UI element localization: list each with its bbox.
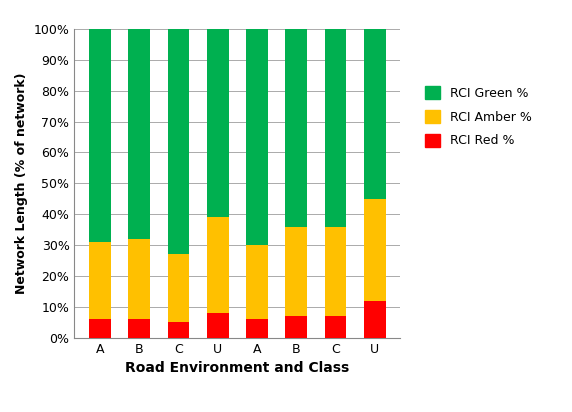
Bar <box>168 29 189 255</box>
Bar <box>285 316 307 338</box>
Bar <box>364 29 386 199</box>
Bar <box>285 29 307 227</box>
Bar <box>246 29 268 245</box>
Legend: RCI Green %, RCI Amber %, RCI Red %: RCI Green %, RCI Amber %, RCI Red % <box>420 82 537 152</box>
Bar <box>246 319 268 338</box>
Bar <box>129 239 150 319</box>
Bar <box>285 227 307 316</box>
Bar <box>89 242 111 319</box>
Bar <box>207 313 229 338</box>
Bar <box>246 245 268 319</box>
Bar <box>89 319 111 338</box>
Bar <box>129 319 150 338</box>
Bar <box>364 301 386 338</box>
Bar <box>168 322 189 338</box>
X-axis label: Road Environment and Class: Road Environment and Class <box>125 361 349 375</box>
Bar <box>325 227 346 316</box>
Y-axis label: Network Length (% of network): Network Length (% of network) <box>15 73 28 294</box>
Bar <box>89 29 111 242</box>
Bar <box>325 29 346 227</box>
Bar <box>168 255 189 322</box>
Bar <box>325 316 346 338</box>
Bar <box>207 29 229 218</box>
Bar <box>129 29 150 239</box>
Bar <box>207 218 229 313</box>
Bar <box>364 199 386 301</box>
